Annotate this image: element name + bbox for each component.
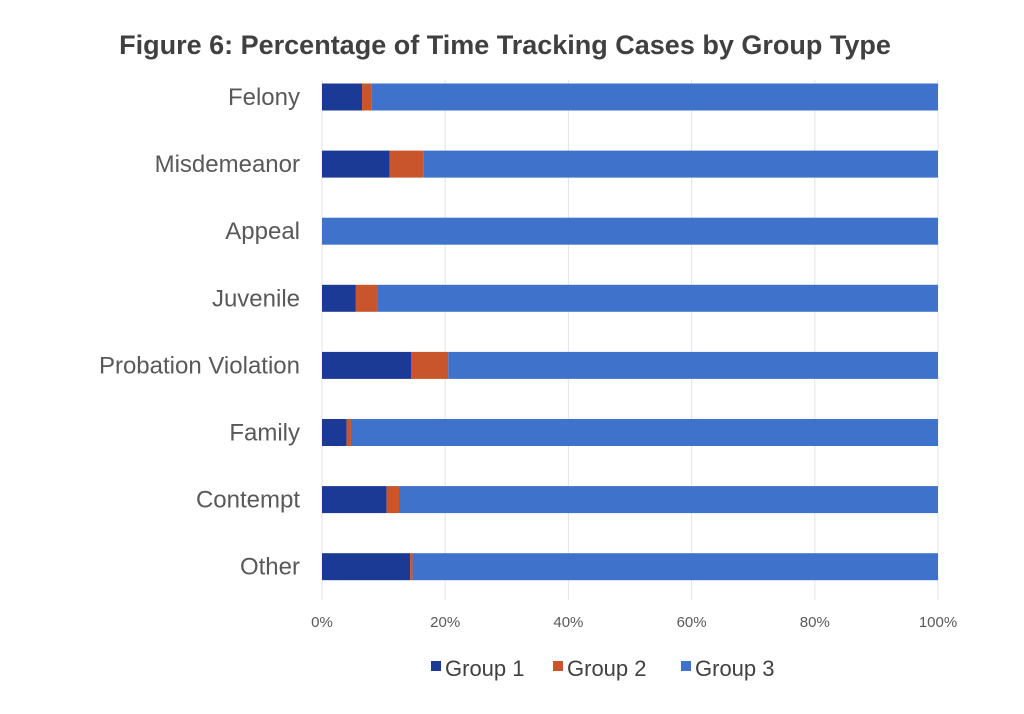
bar-group-3 xyxy=(377,284,938,312)
bar-group-2 xyxy=(362,83,372,111)
chart-title: Figure 6: Percentage of Time Tracking Ca… xyxy=(119,30,891,60)
bar-group-3 xyxy=(412,553,938,581)
legend-label: Group 3 xyxy=(695,656,775,681)
x-tick-label: 100% xyxy=(919,614,957,631)
bars xyxy=(322,83,938,581)
legend-label: Group 2 xyxy=(567,656,647,681)
bar-group-1 xyxy=(322,486,387,514)
category-label: Family xyxy=(229,420,300,447)
bar-group-2 xyxy=(410,553,413,581)
category-labels: Felony Misdemeanor Appeal Juvenile Probation… xyxy=(99,84,300,581)
bar-group-1 xyxy=(322,351,412,379)
bar-group-2 xyxy=(411,351,449,379)
legend-swatch xyxy=(431,661,441,671)
category-label: Juvenile xyxy=(212,285,300,312)
bar-group-1 xyxy=(322,553,411,581)
bar-group-1 xyxy=(322,83,363,111)
category-label: Misdemeanor xyxy=(155,151,300,178)
bar-group-3 xyxy=(399,486,938,514)
x-tick-label: 40% xyxy=(553,614,583,631)
category-label: Appeal xyxy=(225,218,300,245)
category-label: Felony xyxy=(228,84,300,111)
x-axis-tick-labels: 0% 20% 40% 60% 80% 100% xyxy=(311,614,957,631)
legend-swatch xyxy=(553,661,563,671)
category-label: Contempt xyxy=(196,487,300,514)
bar-group-3 xyxy=(423,150,938,178)
bar-group-2 xyxy=(389,150,424,178)
legend-swatch xyxy=(681,661,691,671)
bar-group-3 xyxy=(322,217,938,245)
legend-label: Group 1 xyxy=(445,656,525,681)
bar-group-3 xyxy=(448,351,938,379)
x-tick-label: 0% xyxy=(311,614,333,631)
bar-group-1 xyxy=(322,419,347,446)
x-tick-label: 20% xyxy=(430,614,460,631)
bar-group-3 xyxy=(350,419,938,446)
bar-group-2 xyxy=(386,486,399,514)
bar-group-2 xyxy=(355,284,378,312)
category-label: Other xyxy=(240,554,300,581)
x-tick-label: 80% xyxy=(800,614,830,631)
legend: Group 1 Group 2 Group 3 xyxy=(431,656,775,681)
x-tick-label: 60% xyxy=(677,614,707,631)
bar-group-3 xyxy=(371,83,938,111)
bar-group-1 xyxy=(322,150,390,178)
category-label: Probation Violation xyxy=(99,352,300,379)
bar-group-1 xyxy=(322,284,356,312)
bar-group-2 xyxy=(346,419,351,446)
